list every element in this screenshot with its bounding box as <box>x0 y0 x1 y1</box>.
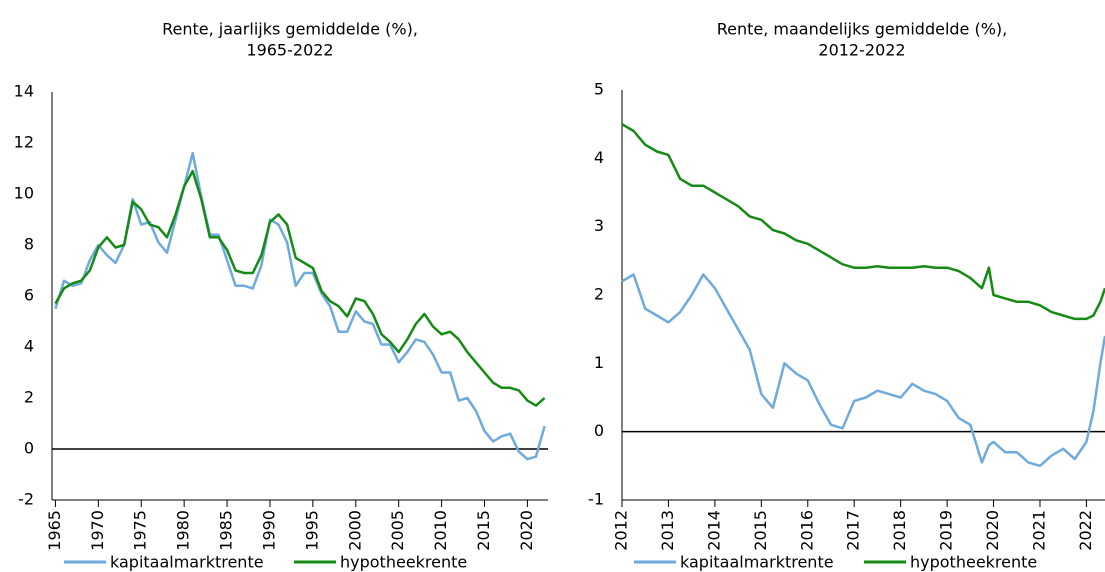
series-line <box>621 123 1105 321</box>
series-line <box>54 169 546 407</box>
x-tick-label: 2012 <box>612 510 631 551</box>
x-tick-label: 2021 <box>1029 510 1048 551</box>
x-tick-label: 2017 <box>844 510 863 551</box>
x-tick-label: 2005 <box>388 510 407 551</box>
series-line <box>621 273 1105 468</box>
x-tick-label: 1995 <box>302 510 321 551</box>
x-tick-label: 2022 <box>1076 510 1095 551</box>
chart-title: Rente, maandelijks gemiddelde (%), <box>717 20 1008 39</box>
x-tick-label: 1990 <box>259 510 278 551</box>
x-tick-label: 1965 <box>45 510 64 551</box>
legend-label: hypotheekrente <box>340 553 467 572</box>
y-tick-label: 2 <box>24 388 34 407</box>
x-tick-label: 2014 <box>704 510 723 551</box>
x-tick-label: 1975 <box>131 510 150 551</box>
x-tick-label: 1985 <box>217 510 236 551</box>
chart-title: 1965-2022 <box>246 41 333 60</box>
legend-label: hypotheekrente <box>910 553 1037 572</box>
y-tick-label: 3 <box>594 216 604 235</box>
y-tick-label: 6 <box>24 286 34 305</box>
y-tick-label: 1 <box>594 353 604 372</box>
x-tick-label: 2016 <box>797 510 816 551</box>
x-tick-label: 2010 <box>431 510 450 551</box>
y-tick-label: 10 <box>14 184 34 203</box>
x-tick-label: 2020 <box>983 510 1002 551</box>
x-tick-label: 1970 <box>88 510 107 551</box>
y-tick-label: 0 <box>594 421 604 440</box>
x-tick-label: 1980 <box>174 510 193 551</box>
chart: Rente, maandelijks gemiddelde (%), 2012-2… <box>588 20 1105 572</box>
x-tick-label: 2020 <box>517 510 536 551</box>
y-tick-label: 5 <box>594 80 604 99</box>
y-tick-label: -2 <box>18 490 34 509</box>
y-tick-label: 4 <box>594 148 604 167</box>
chart-title: Rente, jaarlijks gemiddelde (%), <box>162 20 418 39</box>
x-tick-label: 2015 <box>751 510 770 551</box>
x-tick-label: 2000 <box>345 510 364 551</box>
x-tick-label: 2018 <box>890 510 909 551</box>
legend-label: kapitaalmarktrente <box>110 553 264 572</box>
x-tick-label: 2019 <box>937 510 956 551</box>
x-tick-label: 2015 <box>474 510 493 551</box>
chart: Rente, jaarlijks gemiddelde (%),1965-202… <box>14 20 548 572</box>
y-tick-label: 0 <box>24 439 34 458</box>
y-tick-label: 14 <box>14 82 34 101</box>
y-tick-label: -1 <box>588 490 604 509</box>
series-line <box>54 151 546 461</box>
y-tick-label: 2 <box>594 285 604 304</box>
y-tick-label: 8 <box>24 235 34 254</box>
legend-label: kapitaalmarktrente <box>680 553 834 572</box>
chart-title: 2012-2022 <box>818 41 905 60</box>
y-tick-label: 12 <box>14 133 34 152</box>
y-tick-label: 4 <box>24 337 34 356</box>
x-tick-label: 2013 <box>658 510 677 551</box>
